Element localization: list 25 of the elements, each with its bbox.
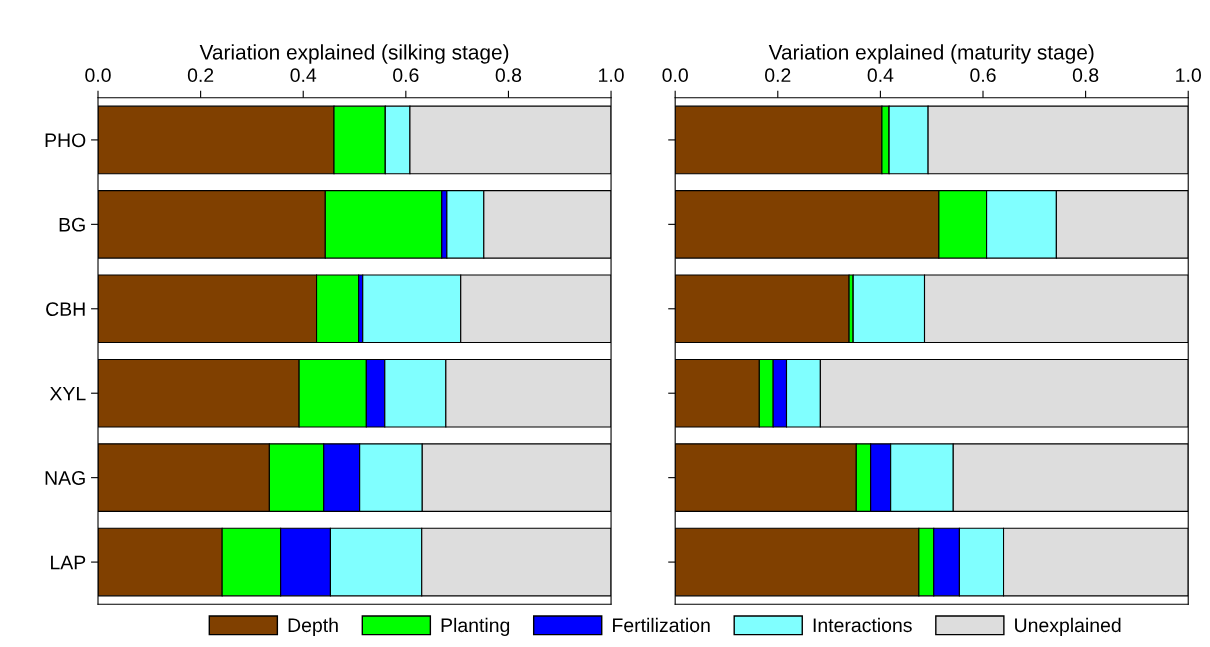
y-tick-label: CBH [46, 302, 85, 317]
y-tick-label: BG [59, 217, 85, 232]
x-tick-label: 0.0 [662, 68, 688, 83]
x-tick-label: 0.8 [495, 68, 522, 83]
x-tick-label: 0.6 [393, 68, 419, 83]
y-tick-label: PHO [45, 133, 86, 148]
x-tick-label: 0.4 [867, 68, 894, 83]
x-tick-label: 1.0 [1176, 68, 1201, 83]
x-tick-label: 0.6 [970, 68, 996, 83]
x-axis-title: Variation explained (maturity stage) [768, 44, 1094, 64]
legend-label: Depth [288, 617, 338, 636]
y-tick-label: LAP [51, 555, 86, 570]
x-tick-label: 0.2 [765, 68, 791, 83]
x-tick-label: 1.0 [599, 68, 624, 83]
y-tick-label: XYL [49, 386, 86, 401]
x-tick-label: 0.8 [1072, 68, 1099, 83]
legend-label: Interactions [813, 617, 912, 633]
x-tick-label: 0.2 [187, 68, 214, 83]
legend-label: Unexplained [1015, 617, 1121, 636]
y-tick-label: NAG [45, 471, 85, 485]
legend-label: Planting [441, 617, 510, 636]
x-tick-label: 0.0 [85, 68, 111, 83]
x-axis-title: Variation explained (silking stage) [199, 44, 509, 64]
legend-label: Fertilization [613, 617, 710, 633]
x-tick-label: 0.4 [290, 68, 317, 83]
